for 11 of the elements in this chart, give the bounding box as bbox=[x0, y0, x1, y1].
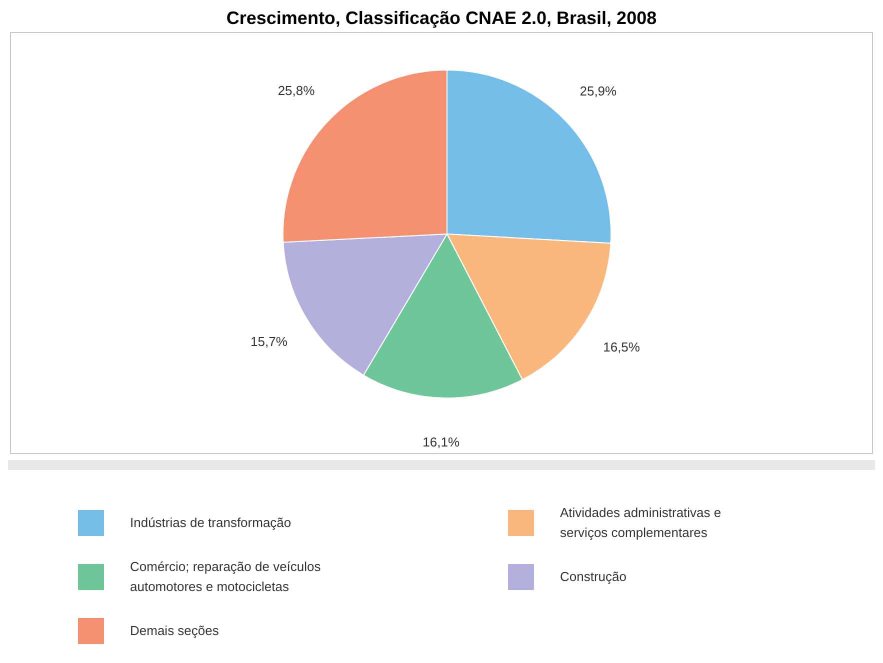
legend-label: Comércio; reparação de veículos automotores e motocicletas bbox=[130, 558, 322, 596]
data-label: 15,7% bbox=[250, 334, 288, 350]
legend-label: Demais seções bbox=[130, 622, 219, 640]
legend-label: Construção bbox=[560, 568, 626, 586]
legend-label: Atividades administrativas e serviços complementares bbox=[560, 504, 722, 542]
chart-title: Crescimento, Classificação CNAE 2.0, Brasil, 2008 bbox=[225, 8, 658, 30]
legend-label: Indústrias de transformação bbox=[130, 514, 292, 532]
data-label: 25,9% bbox=[580, 84, 618, 99]
data-label: 16,5% bbox=[603, 340, 640, 355]
data-label: 25,8% bbox=[278, 83, 316, 98]
data-label: 16,1% bbox=[422, 434, 460, 450]
